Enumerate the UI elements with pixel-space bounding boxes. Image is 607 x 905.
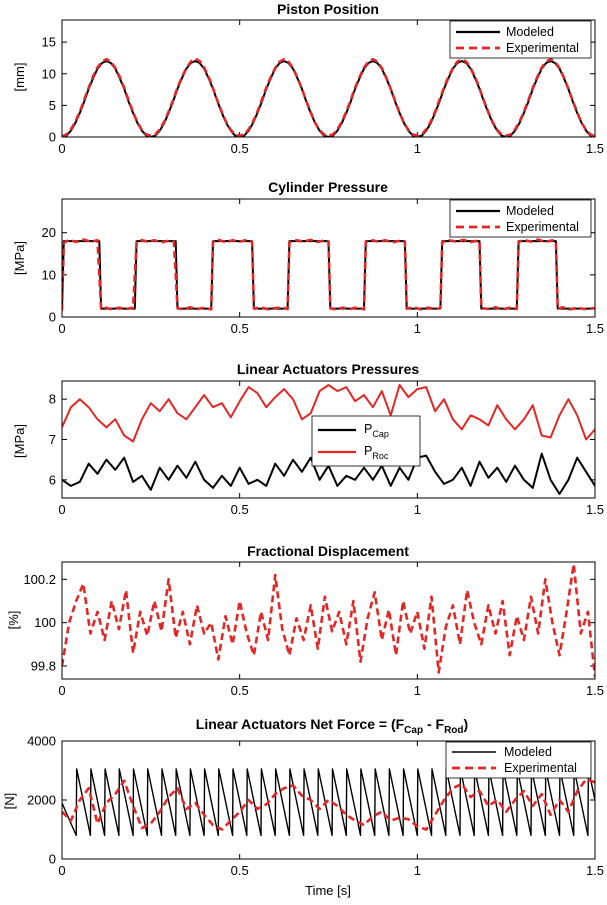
legend: Modeled Experimental	[449, 199, 592, 238]
legend-subscript: Cap	[372, 429, 389, 439]
axes-box	[61, 380, 596, 499]
x-tick-label: 1	[414, 321, 421, 336]
legend-label-modeled: Modeled	[506, 204, 554, 218]
legend: Modeled Experimental	[445, 741, 592, 779]
panel-title: Linear Actuators Pressures	[237, 361, 420, 377]
legend-symbol: P	[364, 422, 372, 436]
y-tick-label: 10	[42, 267, 56, 282]
legend-box	[449, 199, 592, 238]
y-tick-label: 100	[34, 615, 56, 630]
x-tick-label: 0.5	[231, 141, 249, 156]
y-tick-label: 15	[42, 35, 56, 50]
x-tick-label: 1.5	[586, 321, 604, 336]
series-line-experimental	[62, 57, 595, 137]
series-line-experimental	[62, 238, 595, 311]
legend-box	[445, 741, 592, 779]
title-subscript-cap: Cap	[404, 725, 423, 736]
y-tick-label: 0	[49, 130, 56, 145]
legend-label-experimental: Experimental	[504, 761, 577, 775]
x-tick-label: 1.5	[586, 141, 604, 156]
panel-fractional-displacement: Fractional Displacement [%] 0 0.5 1 1.5 99.8…	[6, 543, 604, 698]
y-tick-label: 2000	[27, 793, 56, 808]
y-tick-label: 0	[49, 852, 56, 867]
series-layer	[62, 562, 595, 677]
series-line-proc	[62, 384, 595, 443]
legend-label-p-cap: PCap	[364, 422, 389, 439]
x-tick-label: 0.5	[231, 683, 249, 698]
series-line-modeled	[62, 768, 595, 837]
y-tick-label: 5	[49, 98, 56, 113]
y-tick-label: 0	[49, 310, 56, 325]
legend-subscript: Roc	[372, 451, 389, 461]
series-line-modeled	[62, 60, 595, 137]
x-tick-label: 0.5	[231, 321, 249, 336]
panel-cylinder-pressure: Cylinder Pressure [MPa] 0 0.5 1 1.5 0 10 20 Mo…	[12, 179, 604, 336]
y-axis-label: [mm]	[12, 63, 27, 92]
x-tick-label: 0	[58, 141, 65, 156]
legend-symbol: P	[364, 444, 372, 458]
series-layer	[62, 768, 595, 837]
x-tick-label: 0.5	[231, 502, 249, 517]
panel-linear-actuators-pressures: Linear Actuators Pressures [MPa] 0 0.5 1 1.…	[12, 361, 604, 517]
series-line-experimental	[62, 562, 595, 677]
panel-net-force: Linear Actuators Net Force = (FCap - FRo…	[2, 716, 604, 898]
axis-ticks: 0 0.5 1 1.5 0 10 20	[42, 199, 604, 336]
x-tick-label: 0	[58, 502, 65, 517]
legend-label-experimental: Experimental	[506, 220, 579, 234]
series-layer	[62, 238, 595, 311]
x-tick-label: 0	[58, 863, 65, 878]
x-tick-label: 1	[414, 683, 421, 698]
y-tick-label: 10	[42, 66, 56, 81]
axis-ticks: 0 0.5 1 1.5 99.8 100 100.2	[23, 562, 604, 698]
legend-label-modeled: Modeled	[504, 745, 552, 759]
panel-title: Cylinder Pressure	[268, 179, 388, 195]
series-layer	[62, 57, 595, 137]
panel-piston-position: Piston Position [mm] 0 0.5 1 1.5 0 5 10 15 Mode…	[12, 1, 604, 156]
x-tick-label: 0	[58, 683, 65, 698]
panel-title: Fractional Displacement	[247, 543, 409, 559]
title-main: Linear Actuators Net Force = (F	[196, 716, 405, 732]
x-tick-label: 1	[414, 863, 421, 878]
legend-box	[311, 415, 421, 467]
x-tick-label: 0.5	[231, 863, 249, 878]
y-tick-label: 99.8	[31, 659, 56, 674]
axes-box	[61, 19, 596, 138]
x-axis-label: Time [s]	[305, 883, 351, 898]
y-axis-label: [N]	[2, 793, 17, 810]
legend: Modeled Experimental	[449, 20, 592, 59]
x-tick-label: 1.5	[586, 502, 604, 517]
title-subscript-rod: Rod	[444, 725, 463, 736]
title-close: )	[464, 716, 469, 732]
x-tick-label: 1.5	[586, 683, 604, 698]
axes-box	[61, 561, 596, 680]
title-minus: - F	[423, 716, 444, 732]
y-axis-label: [%]	[6, 611, 21, 630]
y-tick-label: 20	[42, 225, 56, 240]
legend-label-modeled: Modeled	[506, 25, 554, 39]
x-tick-label: 1	[414, 502, 421, 517]
legend-label-experimental: Experimental	[506, 41, 579, 55]
y-tick-label: 100.2	[23, 572, 56, 587]
panel-title: Piston Position	[277, 1, 379, 17]
axes-box	[61, 740, 596, 860]
y-tick-label: 8	[49, 392, 56, 407]
legend: PCap PRoc	[311, 415, 421, 467]
y-axis-label: [MPa]	[12, 424, 27, 458]
y-tick-label: 7	[49, 432, 56, 447]
axes-box	[61, 198, 596, 318]
y-axis-label: [MPa]	[12, 241, 27, 275]
y-tick-label: 4000	[27, 734, 56, 749]
x-tick-label: 0	[58, 321, 65, 336]
x-tick-label: 1.5	[586, 863, 604, 878]
series-line-experimental	[62, 778, 595, 831]
legend-label-p-roc: PRoc	[364, 444, 389, 461]
y-tick-label: 6	[49, 472, 56, 487]
axis-ticks: 0 0.5 1 1.5 6 7 8	[49, 381, 604, 517]
panel-title: Linear Actuators Net Force = (FCap - FRo…	[196, 716, 468, 736]
x-tick-label: 1	[414, 141, 421, 156]
legend-box	[449, 20, 592, 59]
